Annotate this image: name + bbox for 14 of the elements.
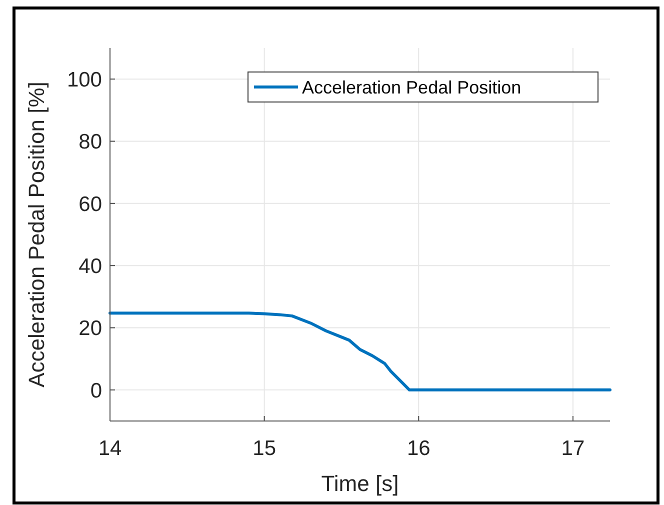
y-tick-label: 80 [78, 130, 102, 154]
y-tick-label: 0 [90, 379, 102, 402]
y-tick-label: 100 [66, 68, 102, 92]
x-axis-title: Time [s] [321, 471, 399, 496]
line-series [108, 312, 612, 392]
x-tick-label: 17 [561, 437, 585, 460]
legend-label: Acceleration Pedal Position [302, 77, 522, 98]
y-tick-label: 60 [78, 192, 102, 216]
x-tick-label: 16 [406, 437, 430, 460]
y-tick-label: 20 [78, 317, 102, 340]
x-tick-label: 15 [252, 437, 276, 460]
y-tick-label: 40 [78, 254, 102, 278]
x-tick-label: 14 [98, 437, 122, 460]
y-axis-title: Acceleration Pedal Position [%] [24, 82, 49, 388]
